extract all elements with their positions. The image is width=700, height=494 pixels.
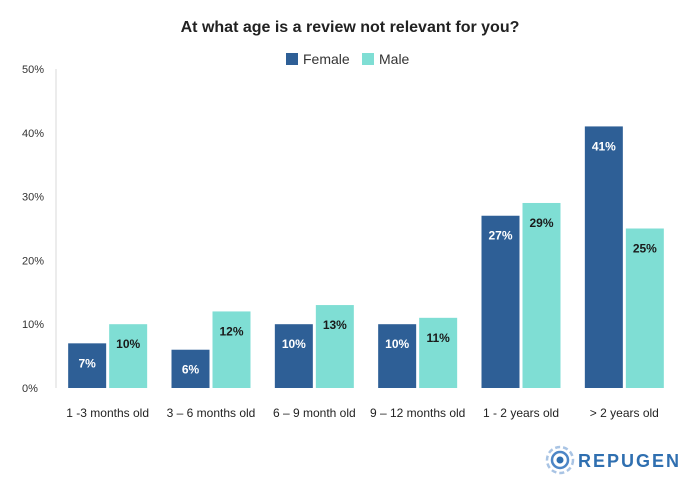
bar-male: [109, 324, 148, 388]
chart-title: At what age is a review not relevant for…: [181, 19, 520, 36]
bar-value-label: 6%: [182, 363, 200, 377]
brand-logo: REPUGEN: [545, 445, 681, 475]
bar-value-label: 29%: [529, 216, 553, 230]
category-label: 6 – 9 month old: [273, 406, 356, 420]
bar-male: [625, 228, 664, 388]
brand-name: REPUGEN: [578, 451, 681, 471]
y-tick-label: 30%: [22, 192, 44, 204]
category-label: 1 - 2 years old: [483, 406, 559, 420]
legend-swatch-female: [286, 53, 298, 65]
bar-value-label: 10%: [116, 337, 140, 351]
bar-male: [419, 317, 458, 388]
legend: Female Male: [286, 51, 410, 67]
bars: 7% 10% 6% 12% 10% 13% 10% 11% 27% 29% 41% 25%: [68, 126, 664, 389]
bar-female: [68, 343, 107, 388]
y-tick-label: 0%: [22, 383, 38, 395]
bar-female: [584, 126, 623, 389]
bar-value-label: 10%: [385, 337, 409, 351]
y-tick-label: 10%: [22, 319, 44, 331]
y-axis-ticks: 0% 10% 20% 30% 40% 50%: [22, 64, 44, 395]
bar-value-label: 11%: [426, 331, 450, 345]
category-label: 3 – 6 months old: [167, 406, 256, 420]
legend-swatch-male: [362, 53, 374, 65]
legend-label-male: Male: [379, 51, 410, 67]
bar-value-label: 12%: [219, 324, 243, 338]
bar-value-label: 41%: [592, 139, 616, 153]
bar-female: [481, 215, 520, 388]
bar-value-label: 10%: [282, 337, 306, 351]
bar-value-label: 13%: [323, 318, 347, 332]
category-label: 1 -3 months old: [66, 406, 149, 420]
bar-value-label: 7%: [78, 356, 96, 370]
y-tick-label: 50%: [22, 64, 44, 76]
repugen-logo-icon: [545, 445, 575, 475]
category-label: 9 – 12 months old: [370, 406, 465, 420]
category-label: > 2 years old: [590, 406, 659, 420]
bar-female: [378, 324, 417, 388]
legend-label-female: Female: [303, 51, 350, 67]
bar-male: [522, 202, 561, 388]
bar-female: [274, 324, 313, 388]
y-tick-label: 40%: [22, 128, 44, 140]
bar-value-label: 27%: [488, 229, 512, 243]
y-tick-label: 20%: [22, 255, 44, 267]
bar-value-label: 25%: [633, 242, 657, 256]
bar-male: [212, 311, 251, 388]
bar-female: [171, 349, 210, 388]
bar-male: [315, 305, 354, 388]
category-labels: 1 -3 months old 3 – 6 months old 6 – 9 mon…: [66, 406, 659, 420]
